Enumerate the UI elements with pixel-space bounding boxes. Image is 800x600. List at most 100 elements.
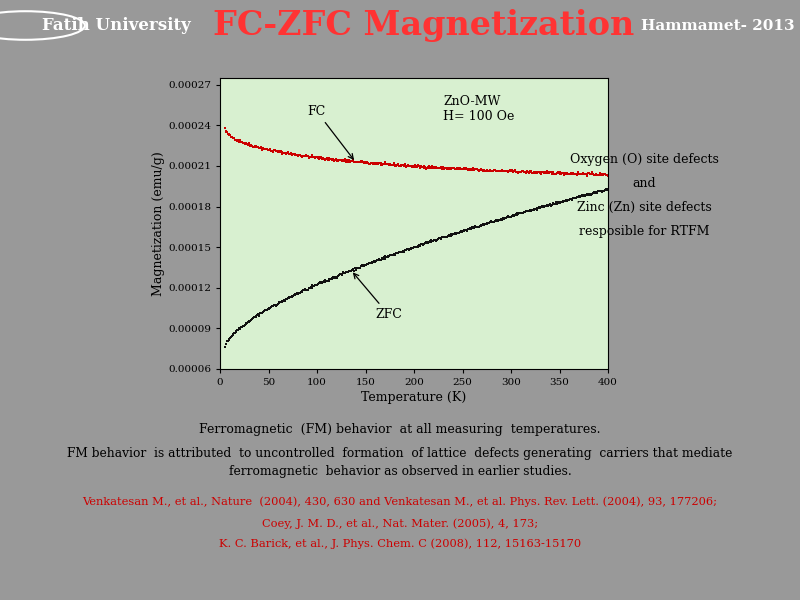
Point [558,196,570,205]
Point [388,250,401,260]
Point [449,164,462,174]
Point [263,303,276,313]
Point [560,196,573,206]
Point [564,169,577,178]
Point [456,227,469,236]
Point [434,234,447,244]
Point [469,221,482,231]
Point [445,164,458,174]
Point [454,227,467,237]
Point [319,154,332,163]
Point [255,308,268,317]
Point [332,155,345,164]
Point [258,145,271,154]
Point [422,238,434,248]
Point [576,169,589,178]
Point [506,210,519,220]
Point [249,311,262,321]
Point [406,243,418,253]
Point [378,159,390,169]
Point [600,170,613,179]
Point [592,170,605,180]
Point [376,160,389,169]
Point [571,193,584,202]
Point [594,169,606,179]
Point [282,148,294,157]
Point [250,142,263,152]
Point [368,158,381,168]
Point [464,224,477,234]
Point [534,203,547,212]
Point [282,293,294,303]
Point [374,255,386,265]
Point [224,131,237,140]
Point [591,188,604,197]
Point [377,159,390,169]
Point [317,277,330,287]
Point [542,202,554,211]
Point [430,163,442,172]
Point [586,167,598,177]
Point [572,192,585,202]
Point [569,193,582,203]
Point [351,157,364,167]
Point [494,215,506,225]
Point [491,167,504,176]
Point [321,154,334,163]
Point [253,310,266,319]
Point [534,169,547,178]
Point [597,186,610,196]
Point [270,146,283,156]
Point [338,155,351,164]
Point [506,167,519,177]
Point [354,261,367,271]
Point [222,130,235,140]
Point [593,187,606,196]
Point [243,140,256,149]
Point [240,139,253,149]
Point [369,256,382,266]
Point [530,167,542,177]
Point [600,184,613,194]
Point [538,202,550,211]
Point [384,251,397,260]
Point [348,263,361,273]
Point [353,157,366,166]
Point [263,145,276,155]
Point [322,276,334,286]
Point [246,142,258,151]
Point [376,253,389,263]
Point [522,206,535,216]
Point [489,217,502,226]
Point [401,161,414,171]
Point [318,276,330,286]
Point [367,257,380,266]
Point [520,166,533,176]
Point [343,266,356,276]
Point [291,151,304,161]
Point [286,292,298,302]
Point [414,163,426,172]
Point [578,170,591,179]
Point [546,199,559,209]
Point [560,168,573,178]
Point [246,141,259,151]
Point [472,165,485,175]
Point [494,214,507,224]
Point [359,157,372,167]
Point [320,276,333,286]
Point [345,156,358,166]
Point [472,222,485,232]
Point [530,205,543,214]
Point [346,264,359,274]
Point [363,258,376,268]
Point [222,335,235,344]
Point [519,168,532,178]
Point [448,163,461,173]
Point [425,163,438,172]
Point [325,155,338,165]
Point [269,146,282,156]
Point [307,152,320,162]
Point [422,163,434,173]
Point [372,158,385,168]
